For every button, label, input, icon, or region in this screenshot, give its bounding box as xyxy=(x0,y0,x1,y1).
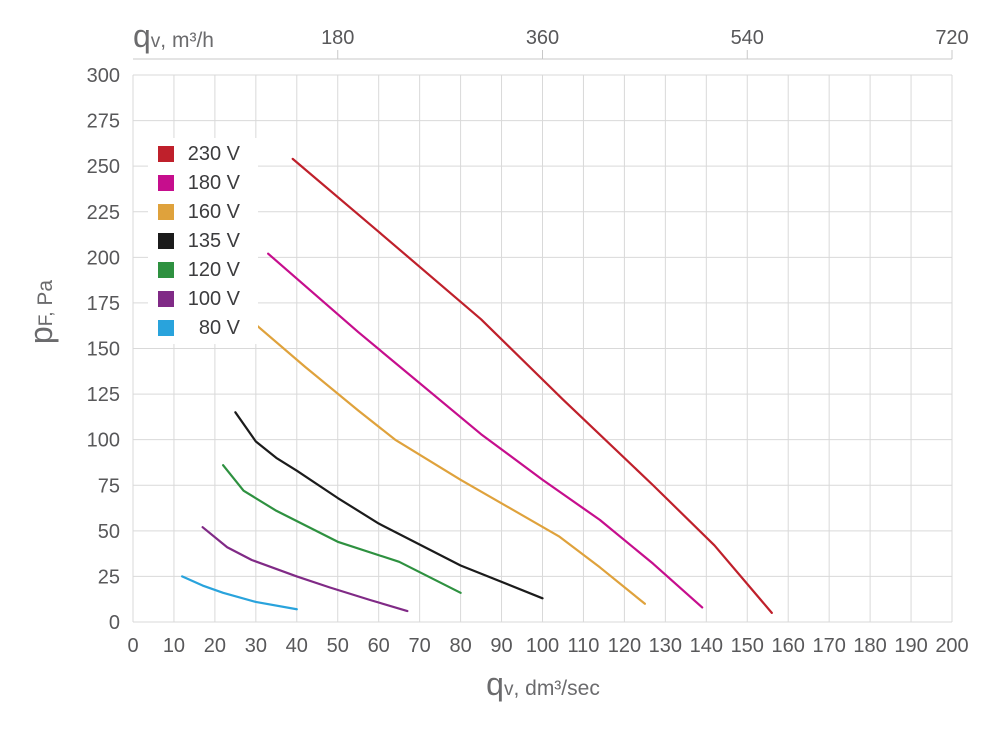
legend-label: 80 V xyxy=(198,316,240,339)
legend-item-160-v: 160 V xyxy=(158,201,240,223)
y-tick-label: 25 xyxy=(98,566,120,588)
legend-label: 180 V xyxy=(187,171,240,194)
x-tick-label: 80 xyxy=(449,635,471,657)
curve-180-v xyxy=(267,252,704,609)
legend-item-230-v: 230 V xyxy=(158,143,240,165)
curve-120-v xyxy=(221,464,462,594)
legend-swatch xyxy=(158,146,174,162)
legend-label: 100 V xyxy=(187,287,240,310)
legend-swatch xyxy=(158,320,174,336)
legend-item-80-v: 80 V xyxy=(158,317,240,339)
y-tick-label: 75 xyxy=(98,475,120,497)
top-axis: 180 360 540 720 xyxy=(133,27,969,60)
legend-swatch xyxy=(158,175,174,191)
x-tick-label: 70 xyxy=(409,635,431,657)
y-tick-label: 175 xyxy=(87,293,120,315)
x-tick-label: 120 xyxy=(608,635,641,657)
x-tick-label: 100 xyxy=(526,635,559,657)
legend: 230 V 180 V 160 V 135 V 120 V 100 V 80 V xyxy=(148,138,258,344)
curve-100-v xyxy=(201,526,409,613)
y-axis-tick-labels: 0 25 50 75 100 125 150 175 200 225 250 275 300 xyxy=(87,65,120,634)
gridlines xyxy=(132,74,953,623)
legend-label: 230 V xyxy=(187,142,240,165)
legend-swatch xyxy=(158,204,174,220)
top-axis-symbol: q xyxy=(133,18,151,54)
top-axis-title: qv, m³/h xyxy=(133,20,214,52)
x-tick-label: 30 xyxy=(245,635,267,657)
y-tick-label: 200 xyxy=(87,247,120,269)
top-axis-subscript: v xyxy=(150,31,161,52)
y-tick-label: 150 xyxy=(87,339,120,361)
left-axis-subscript: F, xyxy=(36,311,57,327)
x-tick-label: 110 xyxy=(568,635,600,657)
y-tick-label: 50 xyxy=(98,521,120,543)
legend-swatch xyxy=(158,262,174,278)
x-tick-label: 130 xyxy=(649,635,682,657)
y-tick-label: 0 xyxy=(109,612,120,634)
curve-160-v xyxy=(250,320,646,605)
x-tick-label: 0 xyxy=(127,635,138,657)
legend-label: 160 V xyxy=(187,200,240,223)
x-tick-label: 20 xyxy=(204,635,226,657)
top-axis-unit: , m³/h xyxy=(160,29,214,52)
x-tick-label: 180 xyxy=(853,635,886,657)
x-tick-label: 50 xyxy=(327,635,349,657)
x-tick-label: 60 xyxy=(368,635,390,657)
left-axis-title: pF, Pa xyxy=(23,232,65,392)
legend-label: 135 V xyxy=(187,229,240,252)
legend-item-120-v: 120 V xyxy=(158,259,240,281)
y-tick-label: 300 xyxy=(87,65,120,87)
bottom-axis-title: qv, dm³/sec xyxy=(393,668,693,700)
curve-80-v xyxy=(181,575,298,611)
bottom-axis-subscript: v xyxy=(503,679,514,700)
bottom-axis-unit: , dm³/sec xyxy=(513,677,600,700)
top-axis-tick-label: 360 xyxy=(526,27,559,49)
x-tick-label: 10 xyxy=(163,635,185,657)
legend-swatch xyxy=(158,233,174,249)
legend-item-100-v: 100 V xyxy=(158,288,240,310)
y-tick-label: 275 xyxy=(87,111,120,133)
x-tick-label: 40 xyxy=(286,635,308,657)
x-tick-label: 200 xyxy=(935,635,968,657)
left-axis-symbol: p xyxy=(23,326,59,345)
legend-label: 120 V xyxy=(187,258,240,281)
legend-item-180-v: 180 V xyxy=(158,172,240,194)
x-tick-label: 190 xyxy=(894,635,927,657)
y-tick-label: 100 xyxy=(87,430,120,452)
curve-230-v xyxy=(291,157,773,614)
x-axis-tick-labels: 0 10 20 30 40 50 60 70 80 90 100 110 120 130 140 150 160… xyxy=(127,635,968,657)
y-tick-label: 125 xyxy=(87,384,120,406)
x-tick-label: 140 xyxy=(690,635,723,657)
left-axis-unit: Pa xyxy=(34,279,57,312)
bottom-axis-symbol: q xyxy=(486,666,504,702)
curves xyxy=(181,157,773,614)
x-tick-label: 90 xyxy=(490,635,512,657)
y-tick-label: 225 xyxy=(87,202,120,224)
legend-swatch xyxy=(158,291,174,307)
x-tick-label: 160 xyxy=(772,635,805,657)
top-axis-tick-label: 180 xyxy=(321,27,354,49)
top-axis-tick-label: 540 xyxy=(731,27,764,49)
x-tick-label: 150 xyxy=(731,635,764,657)
top-axis-tick-label: 720 xyxy=(935,27,968,49)
legend-item-135-v: 135 V xyxy=(158,230,240,252)
curve-135-v xyxy=(234,411,544,600)
y-tick-label: 250 xyxy=(87,156,120,178)
x-tick-label: 170 xyxy=(812,635,845,657)
